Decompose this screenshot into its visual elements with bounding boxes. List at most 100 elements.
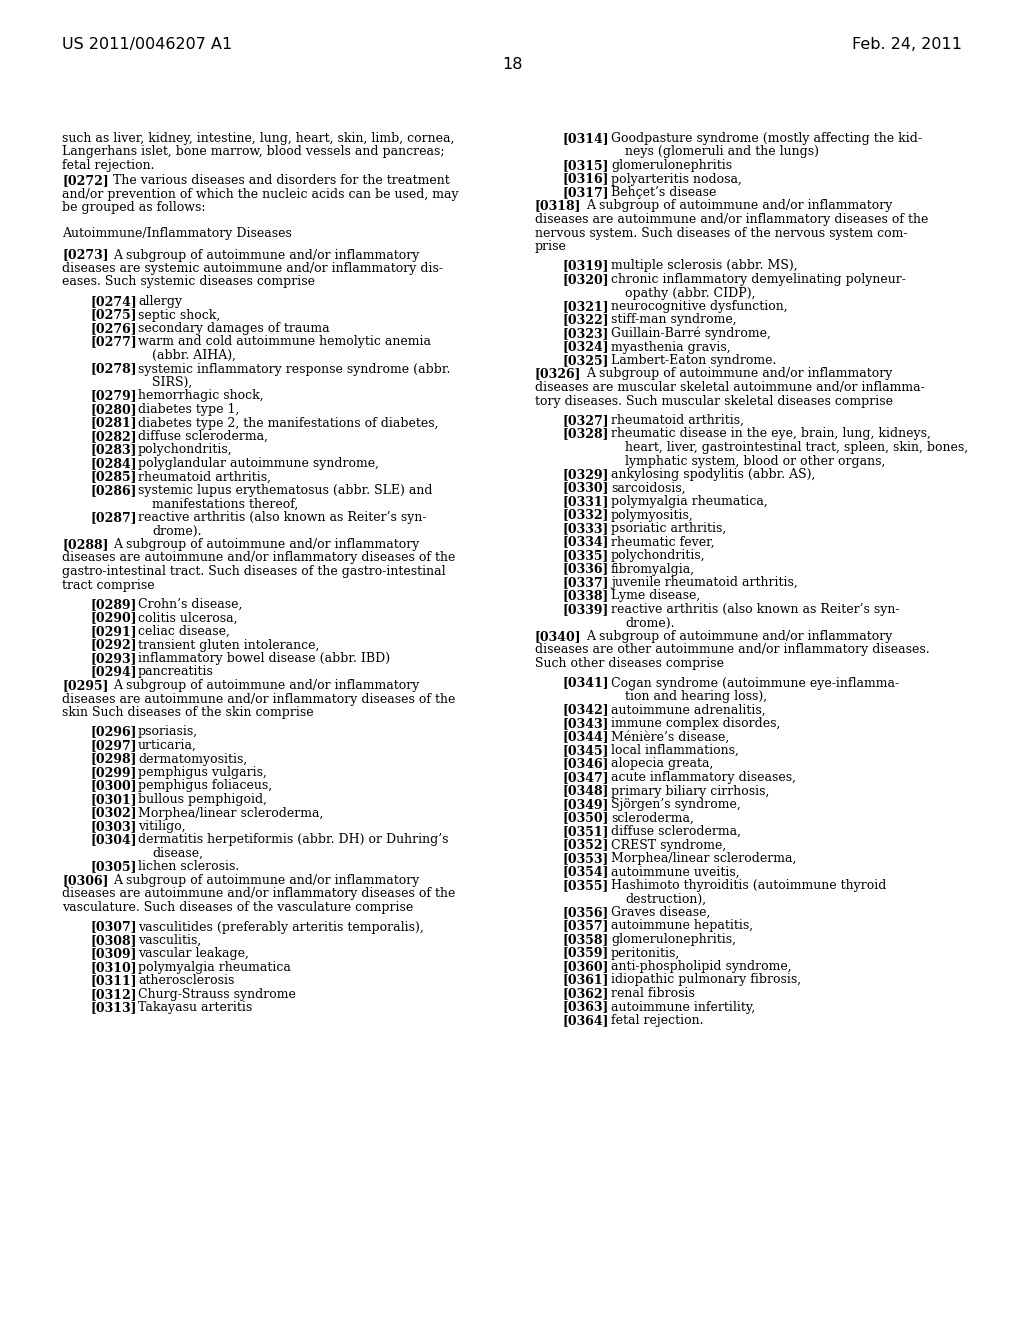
- Text: [0313]: [0313]: [90, 1002, 136, 1015]
- Text: [0345]: [0345]: [563, 744, 609, 756]
- Text: gastro-intestinal tract. Such diseases of the gastro-intestinal: gastro-intestinal tract. Such diseases o…: [62, 565, 445, 578]
- Text: rheumatic disease in the eye, brain, lung, kidneys,: rheumatic disease in the eye, brain, lun…: [611, 428, 931, 441]
- Text: [0283]: [0283]: [90, 444, 136, 457]
- Text: Hashimoto thyroiditis (autoimmune thyroid: Hashimoto thyroiditis (autoimmune thyroi…: [611, 879, 887, 892]
- Text: [0275]: [0275]: [90, 309, 136, 322]
- Text: [0325]: [0325]: [563, 354, 609, 367]
- Text: polymyalgia rheumatica: polymyalgia rheumatica: [138, 961, 291, 974]
- Text: Autoimmune/Inflammatory Diseases: Autoimmune/Inflammatory Diseases: [62, 227, 292, 240]
- Text: [0280]: [0280]: [90, 403, 136, 416]
- Text: [0294]: [0294]: [90, 665, 136, 678]
- Text: opathy (abbr. CIDP),: opathy (abbr. CIDP),: [625, 286, 756, 300]
- Text: [0335]: [0335]: [563, 549, 609, 562]
- Text: [0276]: [0276]: [90, 322, 136, 335]
- Text: [0332]: [0332]: [563, 508, 609, 521]
- Text: Guillain-Barré syndrome,: Guillain-Barré syndrome,: [611, 327, 771, 341]
- Text: rheumatoid arthritis,: rheumatoid arthritis,: [138, 470, 271, 483]
- Text: [0354]: [0354]: [563, 866, 609, 879]
- Text: A subgroup of autoimmune and/or inflammatory: A subgroup of autoimmune and/or inflamma…: [586, 367, 892, 380]
- Text: diseases are autoimmune and/or inflammatory diseases of the: diseases are autoimmune and/or inflammat…: [535, 213, 929, 226]
- Text: [0278]: [0278]: [90, 363, 136, 375]
- Text: CREST syndrome,: CREST syndrome,: [611, 838, 726, 851]
- Text: idiopathic pulmonary fibrosis,: idiopathic pulmonary fibrosis,: [611, 974, 801, 986]
- Text: [0288]: [0288]: [62, 539, 109, 550]
- Text: [0328]: [0328]: [563, 428, 609, 441]
- Text: (abbr. AIHA),: (abbr. AIHA),: [152, 348, 236, 362]
- Text: drome).: drome).: [152, 524, 202, 537]
- Text: [0339]: [0339]: [563, 603, 609, 616]
- Text: diseases are autoimmune and/or inflammatory diseases of the: diseases are autoimmune and/or inflammat…: [62, 552, 456, 565]
- Text: acute inflammatory diseases,: acute inflammatory diseases,: [611, 771, 796, 784]
- Text: [0322]: [0322]: [563, 314, 609, 326]
- Text: peritonitis,: peritonitis,: [611, 946, 680, 960]
- Text: [0307]: [0307]: [90, 920, 136, 933]
- Text: [0364]: [0364]: [563, 1014, 609, 1027]
- Text: celiac disease,: celiac disease,: [138, 624, 229, 638]
- Text: [0327]: [0327]: [563, 414, 609, 426]
- Text: polychondritis,: polychondritis,: [138, 444, 232, 457]
- Text: hemorrhagic shock,: hemorrhagic shock,: [138, 389, 263, 403]
- Text: vasculitis,: vasculitis,: [138, 935, 202, 946]
- Text: Churg-Strauss syndrome: Churg-Strauss syndrome: [138, 987, 296, 1001]
- Text: A subgroup of autoimmune and/or inflammatory: A subgroup of autoimmune and/or inflamma…: [113, 539, 420, 550]
- Text: [0300]: [0300]: [90, 780, 136, 792]
- Text: [0304]: [0304]: [90, 833, 136, 846]
- Text: [0355]: [0355]: [563, 879, 609, 892]
- Text: [0348]: [0348]: [563, 784, 609, 797]
- Text: reactive arthritis (also known as Reiter’s syn-: reactive arthritis (also known as Reiter…: [611, 603, 899, 616]
- Text: neurocognitive dysfunction,: neurocognitive dysfunction,: [611, 300, 787, 313]
- Text: [0316]: [0316]: [563, 173, 609, 186]
- Text: [0360]: [0360]: [563, 960, 609, 973]
- Text: skin Such diseases of the skin comprise: skin Such diseases of the skin comprise: [62, 706, 313, 719]
- Text: autoimmune uveitis,: autoimmune uveitis,: [611, 866, 739, 879]
- Text: Behçet’s disease: Behçet’s disease: [611, 186, 717, 199]
- Text: [0320]: [0320]: [563, 273, 609, 286]
- Text: systemic lupus erythematosus (abbr. SLE) and: systemic lupus erythematosus (abbr. SLE)…: [138, 484, 432, 498]
- Text: SIRS),: SIRS),: [152, 376, 193, 389]
- Text: atherosclerosis: atherosclerosis: [138, 974, 234, 987]
- Text: [0343]: [0343]: [563, 717, 609, 730]
- Text: polychondritis,: polychondritis,: [611, 549, 706, 562]
- Text: [0349]: [0349]: [563, 799, 609, 810]
- Text: [0352]: [0352]: [563, 838, 609, 851]
- Text: urticaria,: urticaria,: [138, 739, 197, 752]
- Text: immune complex disordes,: immune complex disordes,: [611, 717, 780, 730]
- Text: [0285]: [0285]: [90, 470, 136, 483]
- Text: A subgroup of autoimmune and/or inflammatory: A subgroup of autoimmune and/or inflamma…: [586, 199, 892, 213]
- Text: [0363]: [0363]: [563, 1001, 609, 1014]
- Text: Graves disease,: Graves disease,: [611, 906, 711, 919]
- Text: lymphatic system, blood or other organs,: lymphatic system, blood or other organs,: [625, 454, 886, 467]
- Text: disease,: disease,: [152, 847, 203, 861]
- Text: [0312]: [0312]: [90, 987, 136, 1001]
- Text: autoimmune adrenalitis,: autoimmune adrenalitis,: [611, 704, 766, 717]
- Text: [0272]: [0272]: [62, 174, 109, 187]
- Text: [0362]: [0362]: [563, 987, 609, 1001]
- Text: [0357]: [0357]: [563, 920, 609, 932]
- Text: allergy: allergy: [138, 294, 182, 308]
- Text: [0279]: [0279]: [90, 389, 136, 403]
- Text: 18: 18: [502, 57, 522, 73]
- Text: colitis ulcerosa,: colitis ulcerosa,: [138, 611, 238, 624]
- Text: Cogan syndrome (autoimmune eye-inflamma-: Cogan syndrome (autoimmune eye-inflamma-: [611, 676, 899, 689]
- Text: [0301]: [0301]: [90, 793, 136, 807]
- Text: autoimmune hepatitis,: autoimmune hepatitis,: [611, 920, 753, 932]
- Text: [0309]: [0309]: [90, 948, 136, 961]
- Text: [0292]: [0292]: [90, 639, 136, 652]
- Text: polymyositis,: polymyositis,: [611, 508, 693, 521]
- Text: vasculitides (preferably arteritis temporalis),: vasculitides (preferably arteritis tempo…: [138, 920, 424, 933]
- Text: [0333]: [0333]: [563, 521, 609, 535]
- Text: [0291]: [0291]: [90, 624, 136, 638]
- Text: [0318]: [0318]: [535, 199, 582, 213]
- Text: [0350]: [0350]: [563, 812, 609, 825]
- Text: lichen sclerosis.: lichen sclerosis.: [138, 861, 240, 874]
- Text: transient gluten intolerance,: transient gluten intolerance,: [138, 639, 319, 652]
- Text: [0274]: [0274]: [90, 294, 137, 308]
- Text: tract comprise: tract comprise: [62, 578, 155, 591]
- Text: A subgroup of autoimmune and/or inflammatory: A subgroup of autoimmune and/or inflamma…: [113, 248, 420, 261]
- Text: The various diseases and disorders for the treatment: The various diseases and disorders for t…: [113, 174, 450, 187]
- Text: autoimmune infertility,: autoimmune infertility,: [611, 1001, 756, 1014]
- Text: diabetes type 2, the manifestations of diabetes,: diabetes type 2, the manifestations of d…: [138, 417, 438, 429]
- Text: renal fibrosis: renal fibrosis: [611, 987, 695, 1001]
- Text: [0340]: [0340]: [535, 630, 582, 643]
- Text: [0306]: [0306]: [62, 874, 109, 887]
